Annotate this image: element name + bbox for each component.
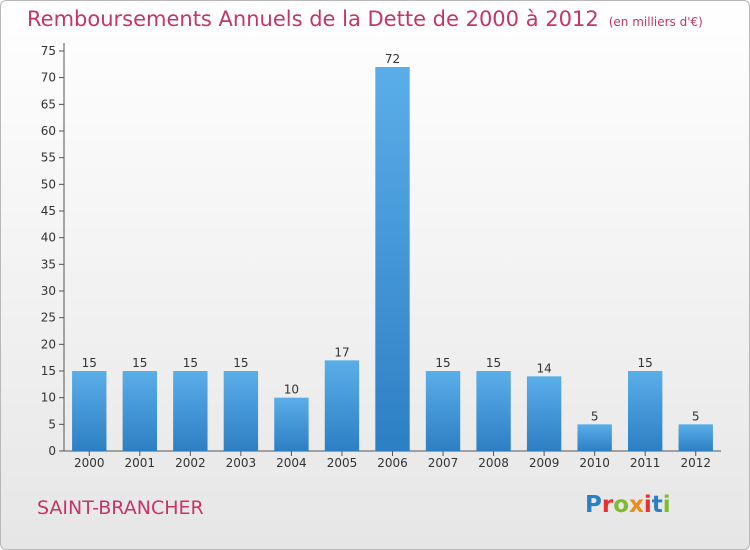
bar-2007 bbox=[425, 371, 461, 451]
x-tick-label-2004: 2004 bbox=[276, 456, 307, 470]
unit-label: (en milliers d'€) bbox=[608, 15, 703, 29]
y-tick-label: 0 bbox=[48, 444, 56, 458]
bar-2005 bbox=[324, 360, 360, 451]
data-label-2001: 15 bbox=[132, 356, 147, 370]
y-tick-label: 50 bbox=[41, 177, 56, 191]
y-tick-label: 10 bbox=[41, 391, 56, 405]
bar-2004 bbox=[274, 397, 309, 451]
x-axis: 2000 2001 2002 2003 2004 2005 2006 2007 2008 2009… bbox=[64, 450, 721, 470]
x-tick-label-2006: 2006 bbox=[377, 456, 408, 470]
bar-2006 bbox=[375, 67, 410, 451]
data-label-2011: 15 bbox=[638, 356, 653, 370]
x-tick-label-2011: 2011 bbox=[630, 456, 661, 470]
y-tick-label: 70 bbox=[41, 71, 56, 85]
data-label-2009: 14 bbox=[536, 361, 551, 375]
logo-letter: t bbox=[651, 492, 663, 518]
data-label-2007: 15 bbox=[435, 356, 450, 370]
x-tick-label-2007: 2007 bbox=[428, 456, 459, 470]
bar-2012 bbox=[678, 424, 713, 451]
bar-2002 bbox=[173, 371, 208, 451]
logo-letter: x bbox=[629, 492, 644, 518]
bar-2008 bbox=[476, 371, 511, 451]
y-tick-label: 30 bbox=[41, 284, 56, 298]
bar-2011 bbox=[628, 371, 663, 451]
data-label-2004: 10 bbox=[284, 383, 299, 397]
logo-letter: r bbox=[601, 492, 614, 518]
bar-2003 bbox=[223, 371, 259, 451]
y-tick-label: 60 bbox=[41, 124, 56, 138]
proxiti-logo: Proxiti bbox=[585, 492, 671, 518]
x-tick-label-2009: 2009 bbox=[529, 456, 560, 470]
y-tick-label: 5 bbox=[48, 417, 56, 431]
data-label-2012: 5 bbox=[692, 409, 700, 423]
x-tick-label-2002: 2002 bbox=[175, 456, 206, 470]
title-text: Remboursements Annuels de la Dette de 20… bbox=[27, 7, 599, 31]
logo-letter: o bbox=[613, 492, 630, 518]
x-tick-label-2010: 2010 bbox=[579, 456, 610, 470]
y-tick-label: 35 bbox=[41, 257, 56, 271]
data-label-2010: 5 bbox=[591, 409, 599, 423]
data-label-2003: 15 bbox=[233, 356, 248, 370]
x-tick-label-2001: 2001 bbox=[125, 456, 156, 470]
y-tick-label: 45 bbox=[41, 204, 56, 218]
chart-title: Remboursements Annuels de la Dette de 20… bbox=[27, 7, 703, 31]
data-label-2000: 15 bbox=[82, 356, 97, 370]
y-tick-label: 20 bbox=[41, 337, 56, 351]
bar-2009 bbox=[526, 376, 562, 451]
x-tick-label-2005: 2005 bbox=[327, 456, 358, 470]
y-tick-label: 25 bbox=[41, 311, 56, 325]
x-tick-label-2012: 2012 bbox=[680, 456, 711, 470]
y-tick-label: 65 bbox=[41, 97, 56, 111]
logo-letter: i bbox=[643, 492, 652, 518]
y-tick-label: 75 bbox=[41, 44, 56, 58]
bar-2000 bbox=[72, 371, 107, 451]
data-label-2008: 15 bbox=[486, 356, 501, 370]
logo-letter: P bbox=[585, 492, 602, 518]
x-tick-label-2000: 2000 bbox=[74, 456, 105, 470]
y-tick-label: 55 bbox=[41, 151, 56, 165]
y-tick-label: 40 bbox=[41, 231, 56, 245]
y-axis: 0 5 10 15 20 25 30 35 40 45 50 55 60 65 70 75 bbox=[41, 43, 65, 458]
data-label-2006: 72 bbox=[385, 52, 400, 66]
bar-2001 bbox=[122, 371, 157, 451]
bars: 15 15 15 15 10 17 72 15 15 14 5 15 5 bbox=[72, 52, 713, 451]
bar-2010 bbox=[577, 424, 612, 451]
y-tick-label: 15 bbox=[41, 364, 56, 378]
logo-letter: i bbox=[662, 492, 671, 518]
x-tick-label-2003: 2003 bbox=[226, 456, 257, 470]
place-name: SAINT-BRANCHER bbox=[37, 497, 204, 519]
data-label-2005: 17 bbox=[334, 345, 349, 359]
data-label-2002: 15 bbox=[183, 356, 198, 370]
x-tick-label-2008: 2008 bbox=[478, 456, 509, 470]
